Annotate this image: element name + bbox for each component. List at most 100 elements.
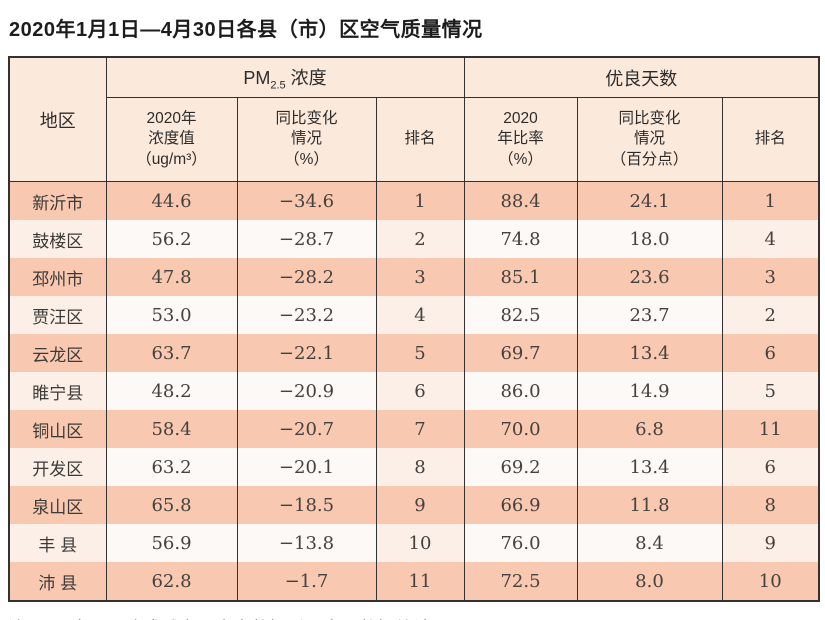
cell-pm25-value: 62.8 (105, 562, 238, 601)
header-sub-row: 2020年 浓度值 （ug/m³） 同比变化 情况 （%） 排名 2020 年比… (9, 97, 820, 182)
cell-good-rate: 72.5 (463, 562, 578, 601)
cell-good-rate: 69.2 (463, 448, 578, 486)
cell-good-change: 13.4 (576, 448, 723, 486)
air-quality-table: 地区 PM2.5 浓度 优良天数 2020年 浓度值 （ug/m³） 同比变化 … (8, 56, 820, 602)
cell-good-rank: 2 (721, 296, 820, 334)
cell-good-rank: 10 (721, 562, 820, 601)
cell-pm25-change: −34.6 (236, 181, 377, 220)
header-good-days-group: 优良天数 (463, 56, 820, 98)
cell-pm25-rank: 9 (375, 486, 465, 524)
cell-region: 邳州市 (8, 258, 107, 296)
cell-good-change: 18.0 (576, 220, 723, 258)
table-row: 邳州市 47.8 −28.2 3 85.1 23.6 3 (8, 258, 820, 296)
table-header: 地区 PM2.5 浓度 优良天数 2020年 浓度值 （ug/m³） 同比变化 … (8, 56, 820, 182)
cell-region: 丰 县 (8, 524, 107, 562)
cell-pm25-change: −18.5 (236, 486, 377, 524)
cell-good-rank: 11 (721, 410, 820, 448)
cell-pm25-change: −28.2 (236, 258, 377, 296)
cell-good-change: 8.4 (576, 524, 723, 562)
cell-good-rate: 88.4 (463, 181, 578, 220)
cell-pm25-rank: 7 (375, 410, 465, 448)
table-row: 丰 县 56.9 −13.8 10 76.0 8.4 9 (8, 524, 820, 562)
cell-region: 鼓楼区 (8, 220, 107, 258)
cell-region: 贾汪区 (8, 296, 107, 334)
table-row: 开发区 63.2 −20.1 8 69.2 13.4 6 (8, 448, 820, 486)
cell-pm25-rank: 10 (375, 524, 465, 562)
cell-good-rate: 74.8 (463, 220, 578, 258)
cell-good-rate: 70.0 (463, 410, 578, 448)
cell-pm25-rank: 5 (375, 334, 465, 372)
cell-pm25-value: 56.9 (105, 524, 238, 562)
pm25-subscript-label: 2.5 (270, 79, 286, 92)
cell-pm25-change: −22.1 (236, 334, 377, 372)
cell-pm25-value: 47.8 (105, 258, 238, 296)
cell-pm25-value: 48.2 (105, 372, 238, 410)
cell-good-rank: 3 (721, 258, 820, 296)
cell-good-rank: 4 (721, 220, 820, 258)
cell-good-rate: 69.7 (463, 334, 578, 372)
header-region: 地区 (8, 56, 107, 182)
cell-region: 新沂市 (8, 181, 107, 220)
cell-region: 铜山区 (8, 410, 107, 448)
header-good-rank: 排名 (721, 97, 820, 182)
pm25-base-label: PM (243, 67, 271, 88)
cell-good-rank: 5 (721, 372, 820, 410)
cell-good-rank: 6 (721, 448, 820, 486)
cell-pm25-change: −13.8 (236, 524, 377, 562)
cell-pm25-value: 65.8 (105, 486, 238, 524)
header-good-rate: 2020 年比率 （%） (463, 97, 578, 182)
cell-good-change: 14.9 (576, 372, 723, 410)
cell-pm25-rank: 11 (375, 562, 465, 601)
header-pm25-yoy-change: 同比变化 情况 （%） (236, 97, 377, 182)
cell-good-rate: 82.5 (463, 296, 578, 334)
cell-good-change: 24.1 (576, 181, 723, 220)
pm25-suffix-label: 浓度 (285, 67, 327, 88)
cell-good-change: 23.6 (576, 258, 723, 296)
cell-region: 泉山区 (8, 486, 107, 524)
cell-good-rank: 9 (721, 524, 820, 562)
cell-region: 云龙区 (8, 334, 107, 372)
cell-pm25-value: 44.6 (105, 181, 238, 220)
cell-good-rate: 86.0 (463, 372, 578, 410)
cell-region: 开发区 (8, 448, 107, 486)
cell-pm25-value: 56.2 (105, 220, 238, 258)
cell-good-rank: 6 (721, 334, 820, 372)
cell-pm25-value: 63.2 (105, 448, 238, 486)
cell-pm25-rank: 3 (375, 258, 465, 296)
cell-pm25-rank: 4 (375, 296, 465, 334)
cell-good-rate: 76.0 (463, 524, 578, 562)
cell-good-change: 8.0 (576, 562, 723, 601)
cell-pm25-change: −20.9 (236, 372, 377, 410)
page-title: 2020年1月1日—4月30日各县（市）区空气质量情况 (9, 19, 483, 41)
cell-pm25-rank: 1 (375, 181, 465, 220)
table-row: 铜山区 58.4 −20.7 7 70.0 6.8 11 (8, 410, 820, 448)
header-pm25-concentration: 2020年 浓度值 （ug/m³） (105, 97, 238, 182)
cell-pm25-change: −1.7 (236, 562, 377, 601)
table-row: 泉山区 65.8 −18.5 9 66.9 11.8 8 (8, 486, 820, 524)
header-group-row: 地区 PM2.5 浓度 优良天数 (8, 56, 820, 182)
cell-good-change: 13.4 (576, 334, 723, 372)
cell-pm25-change: −28.7 (236, 220, 377, 258)
header-pm25-group: PM2.5 浓度 (105, 56, 465, 98)
table-row: 云龙区 63.7 −22.1 5 69.7 13.4 6 (8, 334, 820, 372)
cell-good-rank: 8 (721, 486, 820, 524)
cell-good-rate: 66.9 (463, 486, 578, 524)
cell-region: 沛 县 (8, 562, 107, 601)
table-row: 沛 县 62.8 −1.7 11 72.5 8.0 10 (8, 562, 820, 601)
cell-good-rank: 1 (721, 181, 820, 220)
table-row: 新沂市 44.6 −34.6 1 88.4 24.1 1 (8, 181, 820, 220)
cell-good-change: 23.7 (576, 296, 723, 334)
cell-pm25-change: −20.1 (236, 448, 377, 486)
header-good-yoy-change: 同比变化 情况 （百分点） (576, 97, 723, 182)
header-pm25-rank: 排名 (375, 97, 465, 182)
cell-good-rate: 85.1 (463, 258, 578, 296)
table-row: 睢宁县 48.2 −20.9 6 86.0 14.9 5 (8, 372, 820, 410)
cell-pm25-rank: 8 (375, 448, 465, 486)
cell-pm25-value: 53.0 (105, 296, 238, 334)
table-row: 贾汪区 53.0 −23.2 4 82.5 23.7 2 (8, 296, 820, 334)
note-text: 注:1.“−”表示下降或减少;2.表中数据采用实况数据统计。 (0, 602, 825, 620)
cell-region: 睢宁县 (8, 372, 107, 410)
cell-good-change: 11.8 (576, 486, 723, 524)
cell-pm25-change: −20.7 (236, 410, 377, 448)
